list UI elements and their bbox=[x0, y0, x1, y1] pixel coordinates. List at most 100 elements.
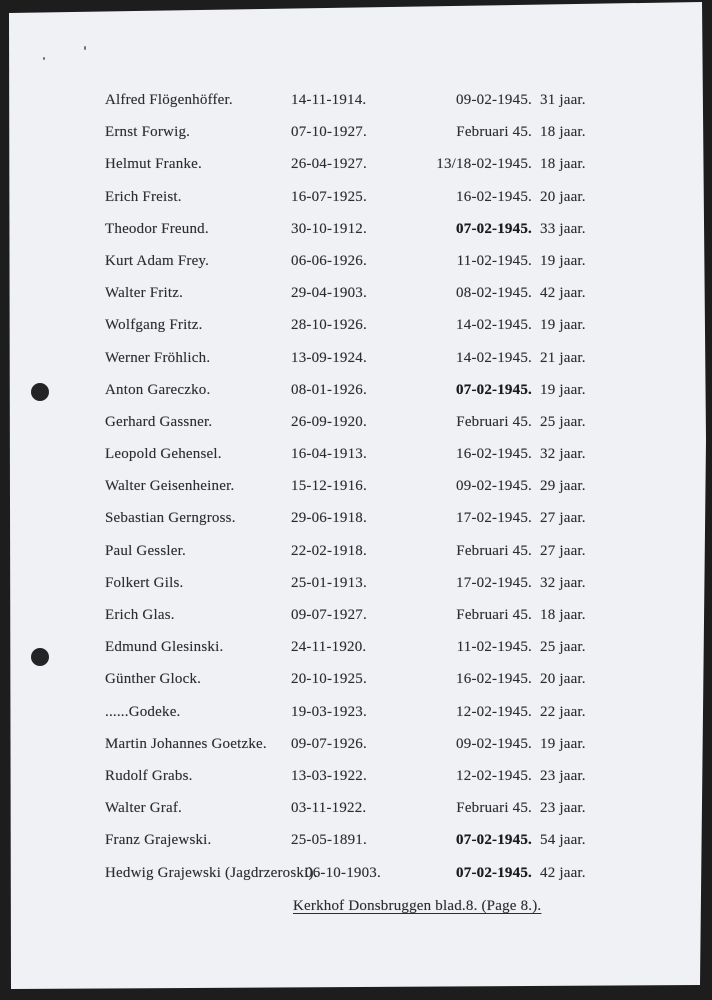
age-value: 19 jaar. bbox=[540, 381, 586, 398]
age-value: 31 jaar. bbox=[540, 92, 586, 108]
death-date: 09-02-1945. bbox=[456, 92, 532, 108]
death-date: 14-02-1945. bbox=[456, 317, 532, 334]
age-value: 32 jaar. bbox=[540, 574, 586, 591]
age-value: 25 jaar. bbox=[540, 639, 586, 656]
age-value: 32 jaar. bbox=[540, 446, 586, 463]
death-date: 16-02-1945. bbox=[456, 446, 532, 463]
death-date: Februari 45. bbox=[456, 124, 532, 141]
list-row: Wolfgang Fritz. 28-10-1926. 14-02-1945. … bbox=[9, 309, 706, 341]
punch-hole bbox=[31, 648, 49, 666]
birth-date: 06-06-1926. bbox=[291, 252, 367, 269]
list-row: Walter Geisenheiner. 15-12-1916. 09-02-1… bbox=[9, 470, 706, 502]
birth-date: 26-09-1920. bbox=[291, 413, 367, 430]
birth-date: 06-10-1903. bbox=[305, 864, 381, 881]
birth-date: 14-11-1914. bbox=[291, 92, 367, 108]
person-name: Gerhard Gassner. bbox=[105, 413, 213, 430]
list-row: Rudolf Grabs. 13-03-1922. 12-02-1945. 23… bbox=[9, 760, 706, 792]
birth-date: 29-04-1903. bbox=[291, 285, 367, 302]
age-value: 42 jaar. bbox=[540, 285, 586, 302]
birth-date: 15-12-1916. bbox=[291, 478, 367, 495]
age-value: 27 jaar. bbox=[540, 542, 586, 559]
death-date: 07-02-1945. bbox=[456, 381, 532, 398]
age-value: 29 jaar. bbox=[540, 478, 586, 495]
list-row: Helmut Franke. 26-04-1927. 13/18-02-1945… bbox=[9, 148, 706, 180]
person-name: Helmut Franke. bbox=[105, 156, 202, 173]
death-date: 12-02-1945. bbox=[456, 767, 532, 784]
list-row: Martin Johannes Goetzke. 09-07-1926. 09-… bbox=[9, 728, 706, 760]
scan-speck bbox=[43, 57, 45, 60]
list-row: Edmund Glesinski. 24-11-1920. 11-02-1945… bbox=[9, 631, 706, 663]
list-row: Werner Fröhlich. 13-09-1924. 14-02-1945.… bbox=[9, 342, 706, 374]
punch-hole bbox=[31, 383, 49, 401]
birth-date: 20-10-1925. bbox=[291, 671, 367, 688]
scan-speck bbox=[84, 46, 86, 50]
death-date: 16-02-1945. bbox=[456, 671, 532, 688]
birth-date: 13-09-1924. bbox=[291, 349, 367, 366]
age-value: 33 jaar. bbox=[540, 220, 586, 237]
list-row: Leopold Gehensel. 16-04-1913. 16-02-1945… bbox=[9, 438, 706, 470]
list-row: Walter Graf. 03-11-1922. Februari 45. 23… bbox=[9, 792, 706, 824]
birth-date: 13-03-1922. bbox=[291, 767, 367, 784]
birth-date: 29-06-1918. bbox=[291, 510, 367, 527]
death-date: 13/18-02-1945. bbox=[436, 156, 532, 173]
person-name: Wolfgang Fritz. bbox=[105, 317, 203, 334]
list-row: Theodor Freund. 30-10-1912. 07-02-1945. … bbox=[9, 213, 706, 245]
death-date: 07-02-1945. bbox=[456, 220, 532, 237]
person-name: Walter Graf. bbox=[105, 800, 182, 817]
person-name: Walter Geisenheiner. bbox=[105, 478, 235, 495]
age-value: 22 jaar. bbox=[540, 703, 586, 720]
age-value: 20 jaar. bbox=[540, 188, 586, 205]
person-name: Kurt Adam Frey. bbox=[105, 252, 210, 269]
page-footer-caption: Kerkhof Donsbruggen blad.8. (Page 8.). bbox=[293, 898, 542, 914]
birth-date: 19-03-1923. bbox=[291, 703, 367, 720]
death-date: Februari 45. bbox=[456, 542, 532, 559]
list-row: Kurt Adam Frey. 06-06-1926. 11-02-1945. … bbox=[9, 245, 706, 277]
death-date: 11-02-1945. bbox=[456, 252, 532, 269]
death-date: 07-02-1945. bbox=[456, 864, 532, 881]
list-row: Anton Gareczko. 08-01-1926. 07-02-1945. … bbox=[9, 374, 706, 406]
person-name: Erich Glas. bbox=[105, 607, 175, 623]
death-date: 07-02-1945. bbox=[456, 832, 532, 849]
age-value: 18 jaar. bbox=[540, 607, 586, 623]
death-date: 09-02-1945. bbox=[456, 478, 532, 495]
death-date: 14-02-1945. bbox=[456, 349, 532, 366]
birth-date: 25-01-1913. bbox=[291, 574, 367, 591]
age-value: 19 jaar. bbox=[540, 735, 586, 752]
death-date: 17-02-1945. bbox=[456, 574, 532, 591]
person-name: Hedwig Grajewski (Jagdrzeroski). bbox=[105, 864, 318, 881]
birth-date: 09-07-1927. bbox=[291, 607, 367, 623]
list-row: Walter Fritz. 29-04-1903. 08-02-1945. 42… bbox=[9, 277, 706, 309]
birth-date: 09-07-1926. bbox=[291, 735, 367, 752]
person-name: Folkert Gils. bbox=[105, 574, 184, 591]
age-value: 18 jaar. bbox=[540, 124, 586, 141]
age-value: 19 jaar. bbox=[540, 252, 586, 269]
age-value: 21 jaar. bbox=[540, 349, 586, 366]
age-value: 23 jaar. bbox=[540, 767, 586, 784]
person-name: Ernst Forwig. bbox=[105, 124, 191, 141]
person-name: Werner Fröhlich. bbox=[105, 349, 211, 366]
birth-date: 16-04-1913. bbox=[291, 446, 367, 463]
list-row: Sebastian Gerngross. 29-06-1918. 17-02-1… bbox=[9, 502, 706, 534]
person-name: Rudolf Grabs. bbox=[105, 767, 193, 784]
age-value: 19 jaar. bbox=[540, 317, 586, 334]
birth-date: 28-10-1926. bbox=[291, 317, 367, 334]
birth-date: 16-07-1925. bbox=[291, 188, 367, 205]
person-name: Sebastian Gerngross. bbox=[105, 510, 236, 527]
list-row: Ernst Forwig. 07-10-1927. Februari 45. 1… bbox=[9, 116, 706, 148]
list-row: Erich Freist. 16-07-1925. 16-02-1945. 20… bbox=[9, 181, 706, 213]
list-row: Paul Gessler. 22-02-1918. Februari 45. 2… bbox=[9, 535, 706, 567]
birth-date: 26-04-1927. bbox=[291, 156, 367, 173]
list-row: Erich Glas. 09-07-1927. Februari 45. 18 … bbox=[9, 599, 706, 631]
death-date: 11-02-1945. bbox=[456, 639, 532, 656]
age-value: 25 jaar. bbox=[540, 413, 586, 430]
death-date: 09-02-1945. bbox=[456, 735, 532, 752]
death-date: 17-02-1945. bbox=[456, 510, 532, 527]
death-date: 12-02-1945. bbox=[456, 703, 532, 720]
death-date: 16-02-1945. bbox=[456, 188, 532, 205]
person-name: ......Godeke. bbox=[105, 703, 181, 720]
person-name: Walter Fritz. bbox=[105, 285, 184, 302]
age-value: 23 jaar. bbox=[540, 800, 586, 817]
death-date: Februari 45. bbox=[456, 413, 532, 430]
age-value: 27 jaar. bbox=[540, 510, 586, 527]
